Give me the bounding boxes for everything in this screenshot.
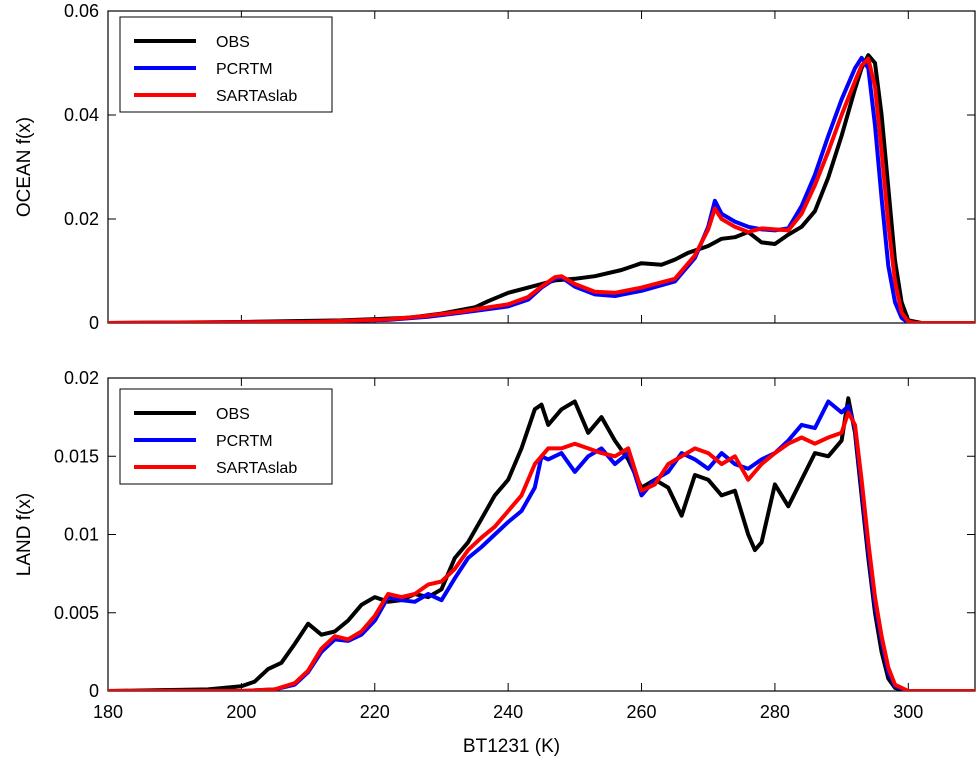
land-y-tick-label: 0.02 bbox=[64, 368, 99, 388]
land-y-tick-label: 0.015 bbox=[54, 446, 99, 466]
land-panel: 180 200 220 240 260 280 300 0 0.005 0.01 0.015 0.02… bbox=[14, 368, 976, 757]
land-x-tick-label: 240 bbox=[493, 702, 523, 722]
ocean-legend-label: SARTAslab bbox=[216, 88, 297, 105]
land-y-tick-label: 0 bbox=[89, 681, 99, 701]
land-x-tick-label: 180 bbox=[93, 702, 123, 722]
land-y-axis-title: LAND f(x) bbox=[14, 493, 35, 576]
ocean-y-axis-title: OCEAN f(x) bbox=[14, 117, 35, 217]
land-x-tick-label: 300 bbox=[893, 702, 923, 722]
land-x-tick-label: 200 bbox=[226, 702, 256, 722]
land-x-axis-title: BT1231 (K) bbox=[463, 736, 560, 757]
land-legend-label: PCRTM bbox=[216, 433, 273, 450]
ocean-y-tick-label: 0 bbox=[89, 313, 99, 333]
land-x-tick-label: 220 bbox=[360, 702, 390, 722]
ocean-y-tick-label: 0.06 bbox=[64, 1, 99, 21]
ocean-legend-label: OBS bbox=[216, 34, 250, 51]
land-legend-label: SARTAslab bbox=[216, 460, 297, 477]
ocean-series-sartaslab bbox=[108, 56, 975, 323]
ocean-legend-label: PCRTM bbox=[216, 61, 273, 78]
ocean-y-tick-label: 0.04 bbox=[64, 105, 99, 125]
land-legend-label: OBS bbox=[216, 406, 250, 423]
land-x-tick-label: 280 bbox=[760, 702, 790, 722]
ocean-panel: 0 0.02 0.04 0.06 OCEAN f(x) OBS PCRTM SARTAslab bbox=[14, 1, 976, 333]
land-x-tick-label: 260 bbox=[627, 702, 657, 722]
land-y-tick-label: 0.01 bbox=[64, 525, 99, 545]
ocean-y-tick-label: 0.02 bbox=[64, 209, 99, 229]
land-y-tick-label: 0.005 bbox=[54, 603, 99, 623]
land-series-sartaslab bbox=[108, 410, 975, 691]
ocean-series-pcrtm bbox=[108, 55, 975, 323]
ocean-series-obs bbox=[108, 53, 975, 323]
